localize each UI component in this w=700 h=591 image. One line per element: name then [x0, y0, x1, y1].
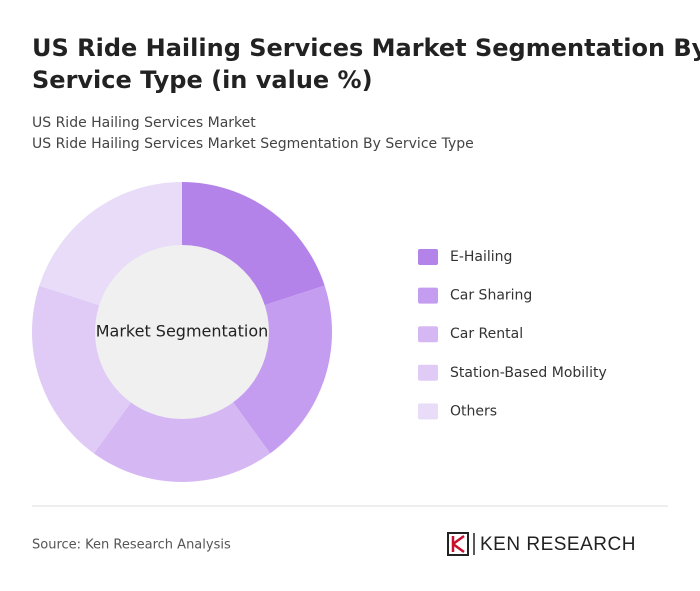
subtitle: US Ride Hailing Services Market: [32, 115, 256, 131]
legend-swatch: [418, 403, 438, 420]
legend-label: Car Sharing: [450, 288, 532, 304]
legend-label: Car Rental: [450, 326, 523, 342]
legend-swatch: [418, 364, 438, 381]
logo-icon: [447, 532, 469, 556]
logo-text: KEN RESEARCH: [480, 534, 636, 555]
legend-swatch: [418, 287, 438, 304]
subtitle: US Ride Hailing Services Market Segmenta…: [32, 136, 474, 152]
legend-swatch: [418, 249, 438, 265]
center-label: Market Segmentation: [96, 322, 269, 341]
legend-label: Others: [450, 403, 497, 419]
donut-hole: [95, 245, 269, 419]
legend: E-Hailing Car Sharing Car Rental Station-Ba…: [418, 249, 607, 420]
logo: KEN RESEARCH: [447, 532, 636, 556]
legend-swatch: [418, 326, 438, 343]
legend-label: Station-Based Mobility: [450, 365, 607, 381]
source: Source: Ken Research Analysis: [32, 538, 231, 553]
legend-label: E-Hailing: [450, 249, 512, 265]
title: US Ride Hailing Services Market Segmenta…: [32, 34, 700, 62]
logo-icon: [451, 534, 465, 554]
title: Service Type (in value %): [32, 66, 373, 94]
pie: Market Segmentation: [32, 182, 332, 482]
